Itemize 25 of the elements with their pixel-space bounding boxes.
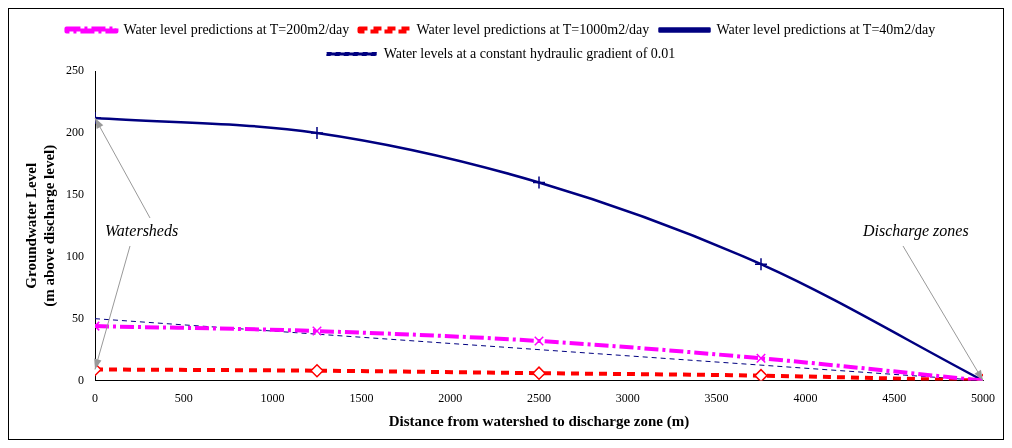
y-tick-label: 50 [72,310,84,325]
legend-label: Water level predictions at T=1000m2/day [416,21,650,37]
annotation: Watersheds [105,222,179,240]
x-axis-title: Distance from watershed to discharge zone (m) [388,412,690,430]
x-tick-label: 2000 [438,390,463,405]
y-tick-label: 250 [66,63,84,78]
x-tick-label: 1000 [260,390,285,405]
y-tick-label: 100 [66,248,84,263]
x-tick-label: 3500 [704,390,729,405]
x-tick-label: 0 [92,390,98,405]
x-tick-label: 500 [174,390,193,405]
annotation: Discharge zones [862,222,969,241]
y-tick-label: 200 [66,125,84,140]
legend-label: Water levels at a constant hydraulic gradient of 0.01 [383,45,676,61]
x-tick-label: 1500 [349,390,374,405]
x-tick-label: 2500 [527,390,551,405]
y-tick-label: 150 [66,187,84,201]
legend-label: Water level predictions at T=40m2/day [716,21,936,37]
x-tick-label: 4500 [882,390,907,405]
y-axis-title: Groundwater Level (m above discharge level) [22,144,58,307]
y-tick-label: 0 [78,372,84,387]
x-tick-label: 3000 [615,390,640,405]
legend-label: Water level predictions at T=200m2/day [123,21,350,37]
x-tick-label: 5000 [971,390,995,405]
x-tick-label: 4000 [793,390,818,405]
